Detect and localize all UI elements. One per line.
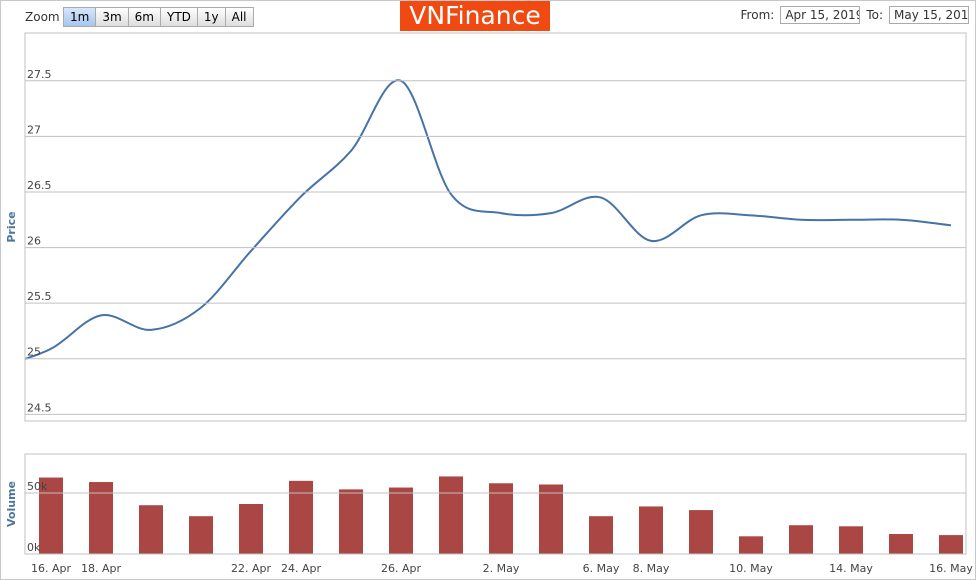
y-axis-title: Price <box>5 211 18 242</box>
y-tick-label: 25 <box>27 346 41 359</box>
y-tick-label: 25.5 <box>27 290 52 303</box>
volume-bar <box>289 480 313 554</box>
y-tick-label: 27 <box>27 123 41 136</box>
y-tick-label: 0k <box>27 541 41 554</box>
date-range: From: Apr 15, 2019 To: May 15, 2019 <box>741 6 969 24</box>
zoom-button[interactable]: All <box>224 7 254 27</box>
x-tick-label: 22. Apr <box>231 562 271 575</box>
x-tick-label: 14. May <box>829 562 873 575</box>
volume-bar <box>239 504 263 554</box>
x-tick-label: 6. May <box>583 562 620 575</box>
x-tick-label: 24. Apr <box>281 562 321 575</box>
volume-bar <box>939 535 963 554</box>
x-tick-label: 10. May <box>729 562 773 575</box>
y-tick-label: 26.5 <box>27 179 52 192</box>
x-tick-label: 18. Apr <box>81 562 121 575</box>
volume-bar <box>139 505 163 554</box>
volume-bar <box>589 516 613 554</box>
to-label: To: <box>866 8 883 22</box>
to-input[interactable]: May 15, 2019 <box>889 6 969 24</box>
y-tick-label: 26 <box>27 235 41 248</box>
volume-bar <box>889 534 913 554</box>
from-label: From: <box>740 8 775 22</box>
zoom-button[interactable]: 6m <box>127 7 161 27</box>
volume-bar <box>89 482 113 554</box>
plot-border <box>24 32 967 422</box>
volume-bar <box>339 489 363 554</box>
volume-bar <box>189 516 213 554</box>
x-tick-label: 16. May <box>929 562 973 575</box>
x-tick-label: 8. May <box>633 562 670 575</box>
volume-bar <box>839 526 863 554</box>
zoom-buttons: 1m 3m 6m YTD 1y All <box>63 7 254 27</box>
x-tick-label: 2. May <box>483 562 520 575</box>
y-axis-title: Volume <box>5 481 18 527</box>
zoom-button[interactable]: 1m <box>63 7 97 27</box>
y-tick-label: 50k <box>27 480 48 493</box>
volume-bar <box>539 484 563 554</box>
x-tick-label: 16. Apr <box>31 562 71 575</box>
zoom-button[interactable]: 1y <box>196 7 226 27</box>
volume-bar <box>739 536 763 554</box>
zoom-button[interactable]: YTD <box>159 7 198 27</box>
from-input[interactable]: Apr 15, 2019 <box>780 6 861 24</box>
logo: VNFinance <box>400 1 550 31</box>
y-tick-label: 27.5 <box>27 68 52 81</box>
volume-bar <box>489 483 513 554</box>
volume-bar <box>639 506 663 554</box>
x-tick-label: 26. Apr <box>381 562 421 575</box>
zoom-label: Zoom <box>25 10 60 24</box>
volume-bar <box>389 487 413 554</box>
volume-bar <box>39 477 63 554</box>
volume-bar <box>689 510 713 554</box>
volume-bar <box>439 476 463 554</box>
volume-bar <box>789 525 813 554</box>
price-line <box>25 79 952 361</box>
y-tick-label: 24.5 <box>27 401 52 414</box>
